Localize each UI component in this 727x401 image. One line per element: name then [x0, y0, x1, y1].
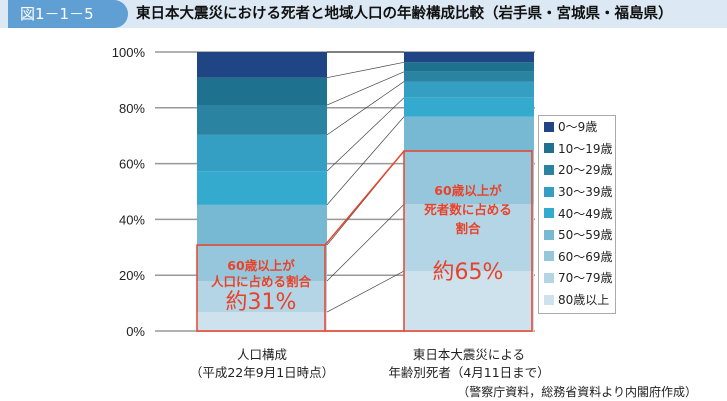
category-line: 人口構成 — [236, 347, 287, 362]
legend: 0～9歳 10～19歳 20～29歳 30～39歳 40～49歳 50～59歳 60～69歳… — [538, 115, 616, 314]
legend-swatch — [544, 251, 554, 262]
annotation-text: 60歳以上が — [434, 183, 502, 198]
y-tick-label: 0% — [126, 324, 145, 339]
legend-item: 20～29歳 — [539, 159, 615, 181]
category-line: 年齢別死者（4月11日まで） — [388, 365, 550, 380]
connector-line — [326, 97, 405, 172]
legend-swatch — [544, 186, 554, 197]
legend-label: 80歳以上 — [558, 293, 610, 308]
annotation-text: 割合 — [455, 221, 481, 236]
legend-swatch — [544, 229, 554, 240]
right-highlight-box — [403, 150, 533, 332]
legend-label: 10～19歳 — [558, 141, 613, 156]
legend-label: 40～49歳 — [558, 206, 613, 221]
legend-item: 50～59歳 — [539, 224, 615, 246]
category-line: （平成22年9月1日時点） — [189, 365, 335, 380]
y-tick-label: 40% — [119, 212, 145, 227]
legend-label: 50～59歳 — [558, 228, 613, 243]
annotation-text: 死者数に占める — [424, 202, 512, 217]
bar-segment-50～59歳 — [404, 116, 534, 152]
bar-segment-60～69歳 — [404, 151, 534, 205]
connector-line — [326, 116, 405, 206]
legend-swatch — [544, 272, 554, 283]
category-label-deaths: 東日本大震災による 年齢別死者（4月11日まで） — [359, 346, 579, 382]
highlight-connector — [324, 150, 405, 246]
legend-item: 80歳以上 — [539, 289, 615, 311]
y-tick-label: 80% — [119, 101, 145, 116]
legend-item: 70～79歳 — [539, 267, 615, 289]
figure-title: 東日本大震災における死者と地域人口の年齢構成比較（岩手県・宮城県・福島県） — [136, 6, 673, 22]
legend-label: 20～29歳 — [558, 163, 613, 178]
legend-swatch — [544, 143, 554, 154]
legend-swatch — [544, 164, 554, 175]
legend-item: 60～69歳 — [539, 246, 615, 268]
bar-segment-10～19歳 — [197, 77, 327, 106]
connector-line — [326, 81, 405, 136]
bar-segment-20～29歳 — [404, 71, 534, 82]
legend-item: 40～49歳 — [539, 202, 615, 224]
y-tick-label: 100% — [112, 45, 146, 60]
bar-segment-70～79歳 — [197, 281, 327, 313]
legend-label: 0～9歳 — [558, 120, 598, 135]
bar-segment-20～29歳 — [197, 105, 327, 135]
category-label-population: 人口構成 （平成22年9月1日時点） — [152, 346, 372, 382]
left-highlight-box — [196, 244, 326, 332]
connector-line — [326, 61, 405, 79]
category-line: 東日本大震災による — [412, 347, 526, 362]
legend-item: 30～39歳 — [539, 181, 615, 203]
right-annotation: 60歳以上が 死者数に占める 割合 約65% — [404, 181, 532, 286]
legend-label: 60～69歳 — [558, 249, 613, 264]
legend-item: 10～19歳 — [539, 138, 615, 160]
legend-swatch — [544, 121, 554, 132]
connector-line — [326, 204, 405, 282]
bar-segment-50～59歳 — [197, 204, 327, 246]
bar-segment-0～9歳 — [404, 52, 534, 63]
bar-segment-80歳以上 — [404, 271, 534, 331]
legend-swatch — [544, 208, 554, 219]
y-tick-label: 20% — [119, 268, 145, 283]
bar-segment-80歳以上 — [197, 312, 327, 331]
left-annotation: 60歳以上が 人口に占める割合 約31% — [197, 258, 325, 316]
bar-segment-60～69歳 — [197, 245, 327, 282]
legend-label: 30～39歳 — [558, 185, 613, 200]
annotation-text: 60歳以上が — [227, 258, 295, 273]
bar-segment-30～39歳 — [197, 134, 327, 172]
annotation-value: 約31% — [225, 290, 297, 315]
legend-item: 0～9歳 — [539, 116, 615, 138]
bar-segment-40～49歳 — [197, 171, 327, 205]
connector-line — [326, 270, 405, 313]
source-note: （警察庁資料，総務省資料より内閣府作成） — [457, 385, 697, 399]
legend-label: 70～79歳 — [558, 271, 613, 286]
annotation-value: 約65% — [432, 260, 504, 285]
annotation-text: 人口に占める割合 — [210, 274, 311, 289]
bar-segment-0～9歳 — [197, 52, 327, 78]
figure-number: 図1－1－5 — [8, 0, 128, 28]
bar-segment-40～49歳 — [404, 97, 534, 117]
y-tick-label: 60% — [119, 157, 145, 172]
bar-segment-70～79歳 — [404, 204, 534, 272]
bar-segment-30～39歳 — [404, 81, 534, 98]
bar-segment-10～19歳 — [404, 62, 534, 72]
legend-swatch — [544, 294, 554, 305]
header-bar: 図1－1－5 東日本大震災における死者と地域人口の年齢構成比較（岩手県・宮城県・… — [0, 0, 727, 28]
connector-line — [326, 71, 405, 106]
